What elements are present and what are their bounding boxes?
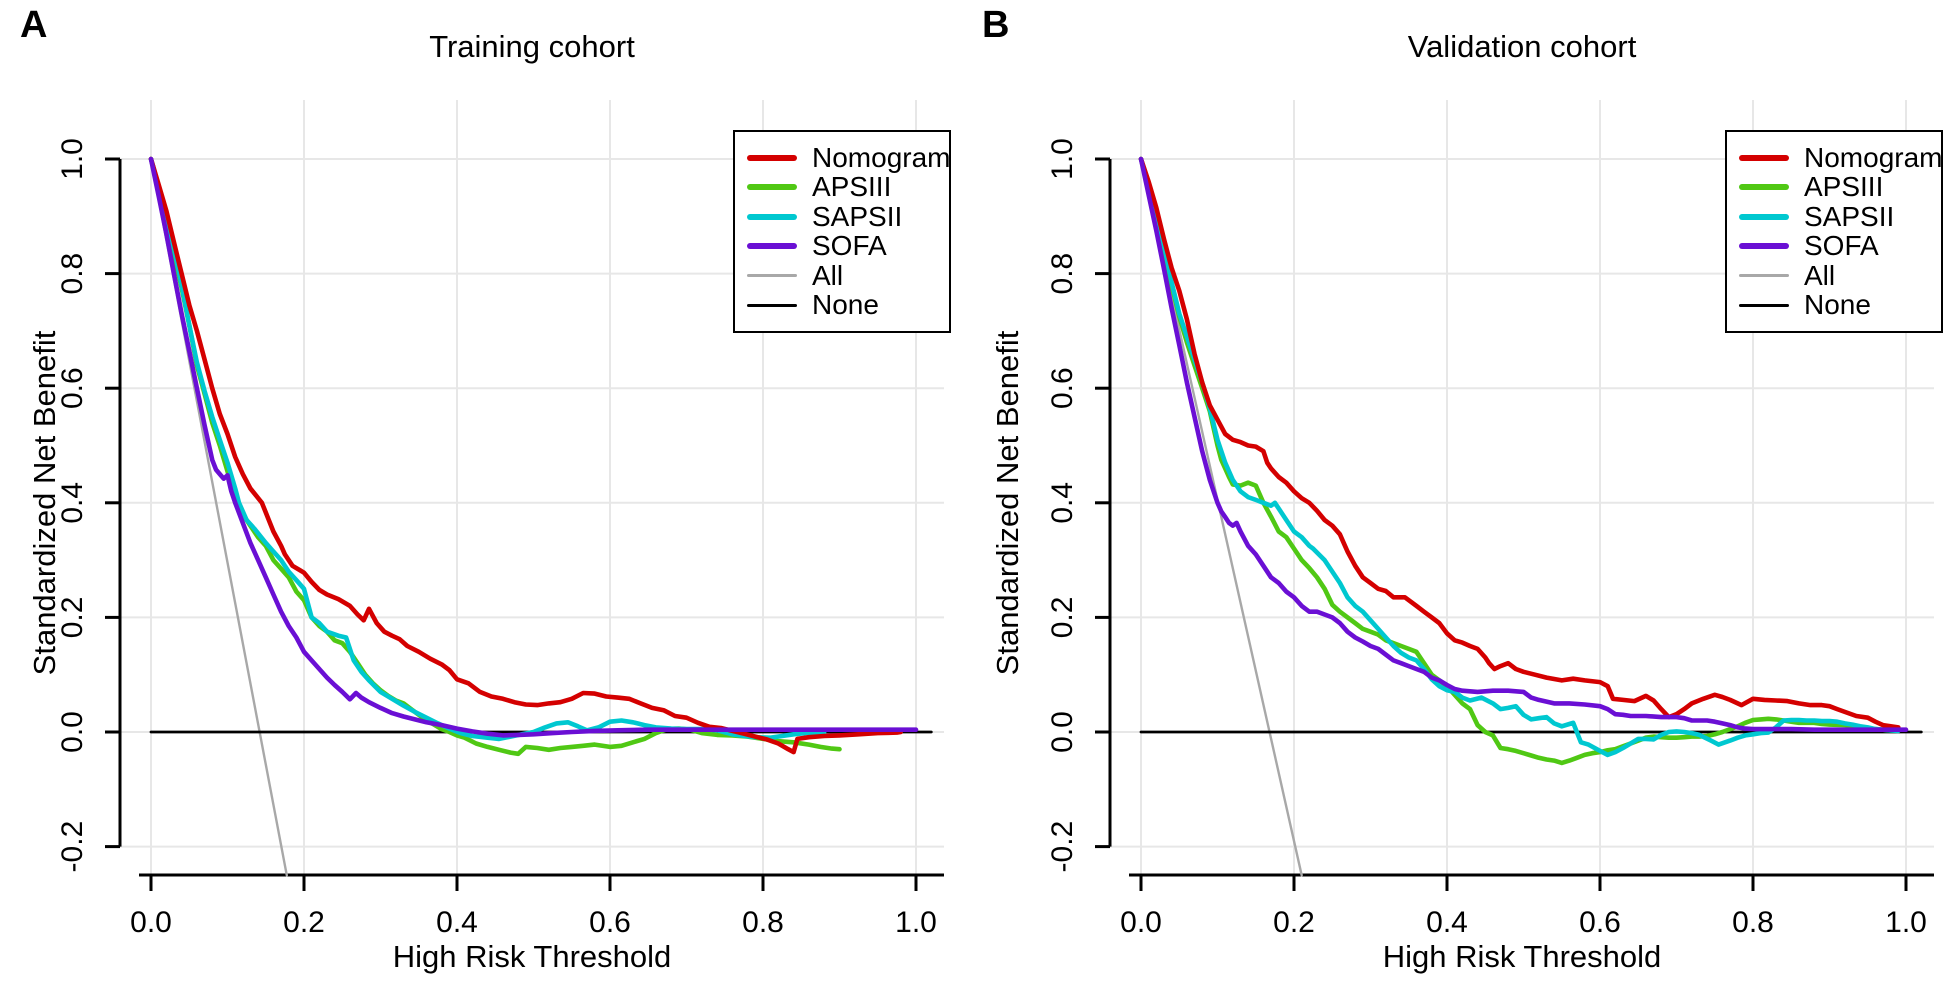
x-axis-tick-label: 0.0 bbox=[1120, 906, 1162, 939]
x-axis-tick-label: 0.6 bbox=[589, 906, 631, 939]
panel-label-b: B bbox=[982, 4, 1010, 46]
panel-label-a: A bbox=[20, 4, 48, 46]
x-axis-tick-label: 0.2 bbox=[1273, 906, 1315, 939]
legend-item-nomogram: Nomogram bbox=[747, 141, 951, 173]
legend-line-sample bbox=[1739, 213, 1789, 220]
legend-label: All bbox=[812, 259, 844, 291]
legend-label: SOFA bbox=[812, 230, 887, 262]
legend-line-sample bbox=[747, 184, 797, 191]
x-axis-tick-label: 0.8 bbox=[1732, 906, 1774, 939]
y-axis-tick-label: 0.8 bbox=[56, 253, 89, 295]
legend-line-sample bbox=[1739, 303, 1789, 307]
y-axis-tick-label: -0.2 bbox=[56, 821, 89, 873]
legend-item-sofa: SOFA bbox=[1739, 232, 1941, 262]
legend-item-all: All bbox=[747, 261, 949, 291]
y-axis-title-b: Standardized Net Benefit bbox=[990, 330, 1025, 676]
legend-line-sample bbox=[1739, 274, 1789, 278]
legend-label: SAPSII bbox=[812, 200, 903, 232]
legend-line-sample bbox=[1739, 184, 1789, 191]
y-axis-tick-label: 0.6 bbox=[56, 367, 89, 409]
y-axis-tick-label: 0.0 bbox=[56, 711, 89, 753]
x-axis-tick-label: 0.4 bbox=[436, 906, 478, 939]
legend-label: Nomogram bbox=[812, 141, 951, 173]
y-axis-tick-label: 0.8 bbox=[1046, 253, 1079, 295]
legend-item-sofa: SOFA bbox=[747, 232, 949, 262]
legend-label: APSIII bbox=[812, 171, 892, 203]
legend-label: None bbox=[812, 289, 879, 321]
legend-item-sapsii: SAPSII bbox=[1739, 202, 1941, 232]
panel-title-b: Validation cohort bbox=[1407, 29, 1637, 64]
legend-label: SOFA bbox=[1804, 230, 1879, 262]
y-axis-tick-label: 0.4 bbox=[56, 482, 89, 524]
panel-title-a: Training cohort bbox=[429, 29, 635, 64]
legend-label: SAPSII bbox=[1804, 200, 1895, 232]
y-axis-tick-label: 1.0 bbox=[56, 138, 89, 180]
legend-line-sample bbox=[1739, 154, 1789, 161]
legend-line-sample bbox=[747, 243, 797, 250]
legend-line-sample bbox=[747, 154, 797, 161]
legend-label: None bbox=[1804, 289, 1871, 321]
x-axis-title-b: High Risk Threshold bbox=[1382, 939, 1662, 974]
x-axis-tick-label: 0.6 bbox=[1579, 906, 1621, 939]
y-axis-tick-label: 0.2 bbox=[56, 597, 89, 639]
legend-line-sample bbox=[747, 303, 797, 307]
legend-line-sample bbox=[747, 274, 797, 278]
y-axis-tick-label: 0.4 bbox=[1046, 482, 1079, 524]
series-line-nomogram bbox=[148, 156, 904, 755]
x-axis-tick-label: 0.4 bbox=[1426, 906, 1468, 939]
series-line-apsiii bbox=[1138, 156, 1897, 766]
legend-item-none: None bbox=[747, 291, 949, 321]
legend-b: Nomogram APSIII SAPSII SOFA All None bbox=[1725, 130, 1943, 333]
x-axis-title-a: High Risk Threshold bbox=[392, 939, 672, 974]
panel-b-plot: -0.2 0.0 0.2 0.4 0.6 0.8 1.0 0.0 0.2 0.4 0.6 0.8 1.0 bbox=[1046, 100, 1934, 939]
series-line-sofa bbox=[148, 156, 919, 738]
y-axis-tick-label: 0.0 bbox=[1046, 711, 1079, 753]
legend-label: Nomogram bbox=[1804, 141, 1943, 173]
series-line-nomogram bbox=[1138, 156, 1901, 730]
y-axis-tick-label: 0.2 bbox=[1046, 597, 1079, 639]
legend-item-apsiii: APSIII bbox=[747, 173, 949, 203]
legend-item-nomogram: Nomogram bbox=[1739, 141, 1943, 173]
x-axis-tick-label: 1.0 bbox=[1885, 906, 1927, 939]
legend-a: Nomogram APSIII SAPSII SOFA All None bbox=[733, 130, 951, 333]
x-axis-tick-label: 0.2 bbox=[283, 906, 325, 939]
legend-item-none: None bbox=[1739, 291, 1941, 321]
x-axis-tick-label: 0.8 bbox=[742, 906, 784, 939]
series-line-sapsii bbox=[148, 156, 827, 742]
legend-label: APSIII bbox=[1804, 171, 1884, 203]
y-axis-tick-label: -0.2 bbox=[1046, 821, 1079, 873]
legend-item-all: All bbox=[1739, 261, 1941, 291]
y-axis-tick-label: 1.0 bbox=[1046, 138, 1079, 180]
legend-line-sample bbox=[1739, 243, 1789, 250]
legend-item-apsiii: APSIII bbox=[1739, 173, 1941, 203]
legend-line-sample bbox=[747, 213, 797, 220]
x-axis-tick-label: 1.0 bbox=[895, 906, 937, 939]
legend-item-sapsii: SAPSII bbox=[747, 202, 949, 232]
y-axis-tick-label: 0.6 bbox=[1046, 367, 1079, 409]
y-axis-title-a: Standardized Net Benefit bbox=[27, 330, 62, 676]
x-axis-tick-label: 0.0 bbox=[130, 906, 172, 939]
series-line-sofa bbox=[1138, 156, 1909, 733]
legend-label: All bbox=[1804, 259, 1836, 291]
